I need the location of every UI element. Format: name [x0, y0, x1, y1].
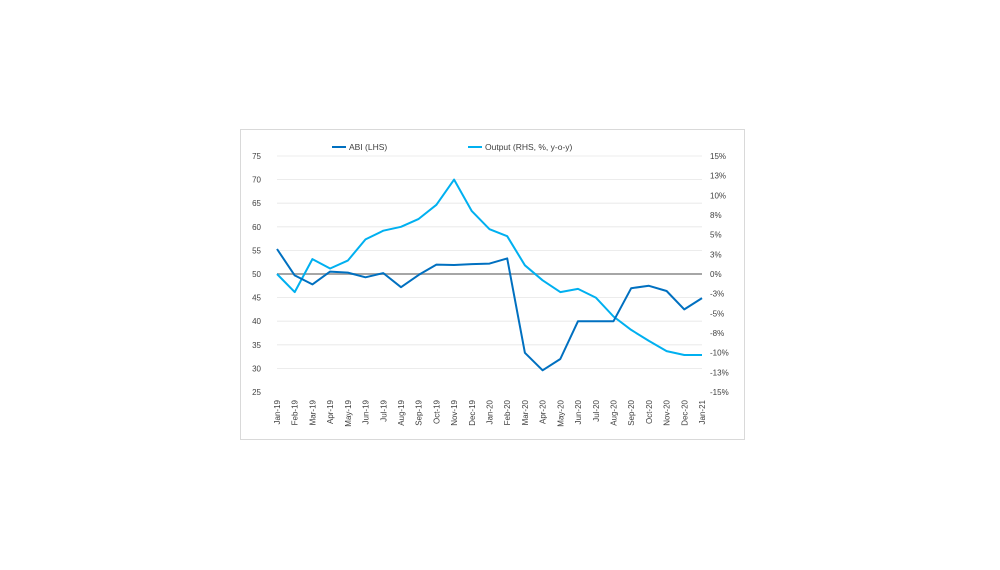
chart-frame: 75 70 65 60 55 50 45 40 35 30 25 15% 13% 10% 8% 5% 3% 0%…: [240, 129, 745, 440]
legend-label-output: Output (RHS, %, y-o-y): [485, 142, 573, 152]
right-tick-label: -8%: [710, 329, 724, 338]
x-tick-label: Jun-19: [362, 399, 371, 424]
series-line-abi: [276, 248, 703, 372]
right-tick-label: -13%: [710, 368, 729, 377]
right-tick-label: -5%: [710, 309, 724, 318]
right-tick-label: 5%: [710, 231, 722, 240]
right-tick-label: 8%: [710, 211, 722, 220]
series-lines: [276, 178, 703, 372]
left-tick-label: 65: [252, 199, 261, 208]
left-tick-label: 75: [252, 152, 261, 161]
x-tick-label: Jul-20: [592, 399, 601, 421]
x-tick-label: May-20: [556, 399, 565, 426]
left-tick-label: 55: [252, 246, 261, 255]
left-tick-label: 30: [252, 364, 261, 373]
x-tick-label: Sep-19: [415, 399, 424, 425]
x-tick-label: Apr-20: [539, 399, 548, 424]
left-tick-label: 25: [252, 388, 261, 397]
left-tick-label: 60: [252, 223, 261, 232]
left-tick-label: 50: [252, 270, 261, 279]
x-tick-label: Oct-20: [645, 399, 654, 424]
x-tick-label: Feb-19: [291, 399, 300, 425]
legend: ABI (LHS) Output (RHS, %, y-o-y): [332, 142, 573, 152]
left-tick-label: 45: [252, 294, 261, 303]
x-tick-label: Feb-20: [503, 399, 512, 425]
left-tick-label: 35: [252, 341, 261, 350]
right-tick-label: 0%: [710, 270, 722, 279]
right-tick-label: 3%: [710, 250, 722, 259]
x-tick-label: Aug-20: [609, 399, 618, 425]
right-tick-label: -3%: [710, 290, 724, 299]
x-tick-label: Oct-19: [432, 399, 441, 424]
left-tick-label: 70: [252, 176, 261, 185]
x-tick-label: Mar-19: [308, 399, 317, 425]
gridlines: [277, 155, 702, 369]
right-tick-label: 10%: [710, 191, 726, 200]
x-tick-label: Jan-20: [486, 399, 495, 424]
x-tick-label: Jun-20: [574, 399, 583, 424]
left-axis-ticks: 75 70 65 60 55 50 45 40 35 30 25: [252, 152, 261, 397]
x-tick-label: Nov-19: [450, 399, 459, 425]
right-tick-label: -10%: [710, 349, 729, 358]
legend-label-abi: ABI (LHS): [349, 142, 387, 152]
right-axis-ticks: 15% 13% 10% 8% 5% 3% 0% -3% -5% -8% -10% -13% -15%: [710, 152, 729, 397]
x-tick-label: Mar-20: [521, 399, 530, 425]
x-tick-label: Apr-19: [326, 399, 335, 424]
x-axis-ticks: Jan-19 Feb-19 Mar-19 Apr-19 May-19 Jun-19 Jul-…: [273, 399, 707, 426]
right-tick-label: 15%: [710, 152, 726, 161]
x-tick-label: Jul-19: [379, 399, 388, 421]
x-tick-label: Dec-19: [468, 399, 477, 425]
line-chart: 75 70 65 60 55 50 45 40 35 30 25 15% 13% 10% 8% 5% 3% 0%…: [252, 142, 729, 427]
x-tick-label: Dec-20: [680, 399, 689, 425]
right-tick-label: 13%: [710, 172, 726, 181]
right-tick-label: -15%: [710, 388, 729, 397]
left-tick-label: 40: [252, 317, 261, 326]
series-line-output: [276, 178, 702, 356]
x-tick-label: May-19: [344, 399, 353, 426]
x-tick-label: Jan-21: [698, 399, 707, 424]
x-tick-label: Aug-19: [397, 399, 406, 425]
x-tick-label: Jan-19: [273, 399, 282, 424]
x-tick-label: Sep-20: [627, 399, 636, 425]
x-tick-label: Nov-20: [663, 399, 672, 425]
